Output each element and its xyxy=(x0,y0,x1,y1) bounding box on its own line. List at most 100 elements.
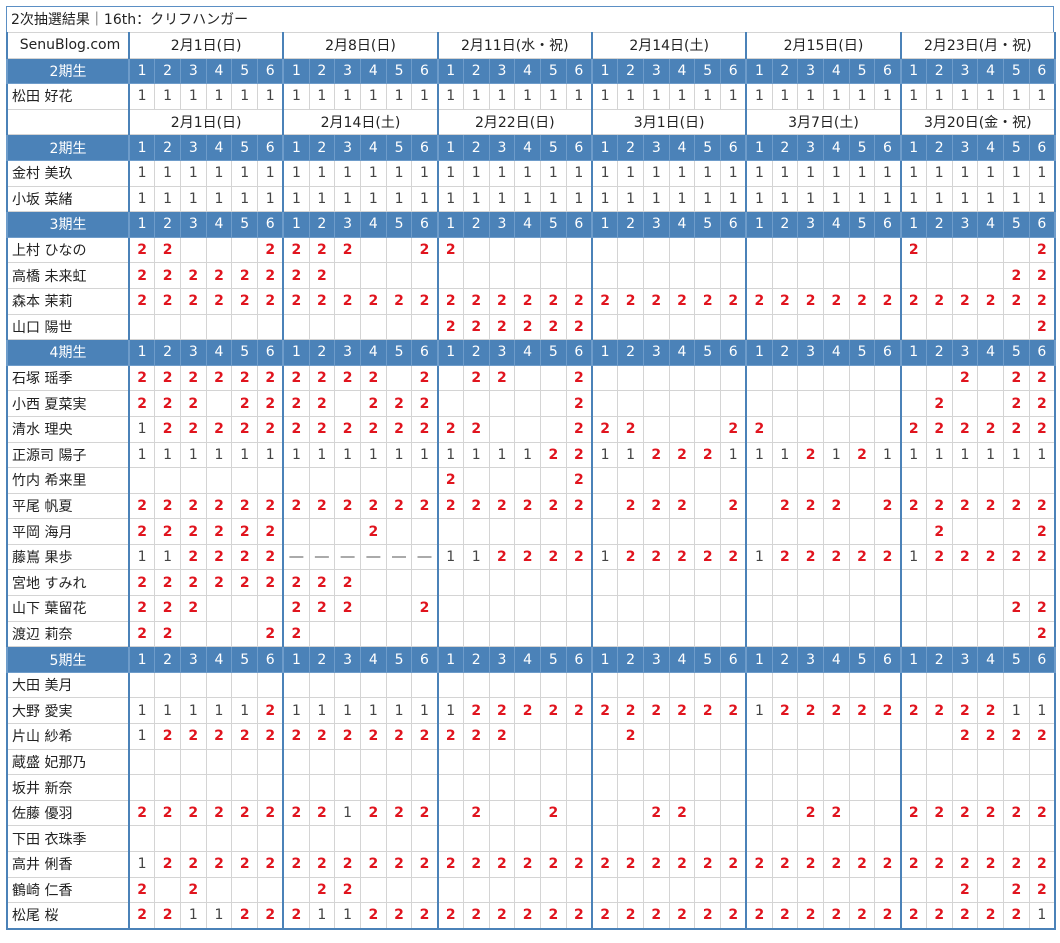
result-cell xyxy=(591,723,619,750)
result-cell xyxy=(745,723,773,750)
result-cell xyxy=(514,390,541,417)
slot-number: 5 xyxy=(848,339,876,366)
result-cell: 2 xyxy=(205,723,233,750)
result-cell: 2 xyxy=(822,287,850,315)
result-cell: 2 xyxy=(437,467,464,494)
result-cell: 2 xyxy=(1003,723,1030,750)
result-cell xyxy=(745,364,773,392)
result-cell: 1 xyxy=(514,83,541,110)
result-cell xyxy=(154,774,181,801)
slot-number: 4 xyxy=(514,339,541,366)
result-cell: 1 xyxy=(771,83,799,110)
result-cell: 2 xyxy=(179,415,207,443)
result-cell xyxy=(642,876,670,904)
slot-number: 4 xyxy=(359,339,387,366)
member-row: 平岡 海月 2 2 2 2 2 2 2 2 2 xyxy=(6,518,1056,545)
result-cell: 2 xyxy=(231,518,259,545)
slot-number: 4 xyxy=(977,646,1004,673)
result-cell: 2 xyxy=(154,415,181,443)
result-cell: 1 xyxy=(565,159,593,187)
result-cell: 2 xyxy=(642,492,670,520)
result-cell: 2 xyxy=(359,364,387,392)
result-cell: 1 xyxy=(179,185,207,213)
slot-number: 5 xyxy=(694,211,722,238)
result-cell: 2 xyxy=(514,543,541,571)
result-cell: 2 xyxy=(977,492,1004,520)
result-cell: 2 xyxy=(154,287,181,315)
result-cell: 1 xyxy=(334,697,361,725)
result-cell xyxy=(617,748,644,776)
slot-number: 1 xyxy=(282,646,310,673)
result-cell: 2 xyxy=(385,415,413,443)
result-cell: 2 xyxy=(257,390,285,417)
result-cell xyxy=(822,313,850,341)
result-cell: 1 xyxy=(977,159,1004,187)
slot-number: 2 xyxy=(308,339,336,366)
slot-number: 3 xyxy=(951,339,979,366)
result-cell: 2 xyxy=(514,902,541,930)
result-cell xyxy=(668,671,696,699)
result-cell xyxy=(308,313,336,341)
result-cell xyxy=(642,774,670,801)
slot-number: 6 xyxy=(411,211,439,238)
slot-number: 1 xyxy=(591,646,619,673)
result-cell xyxy=(900,262,927,289)
result-cell: 2 xyxy=(1028,620,1056,648)
result-cell xyxy=(694,390,722,417)
result-cell: 2 xyxy=(565,467,593,494)
result-cell: 2 xyxy=(900,902,927,930)
result-cell xyxy=(848,518,876,545)
result-cell: 1 xyxy=(385,83,413,110)
result-cell xyxy=(797,262,824,289)
result-cell: 2 xyxy=(900,697,927,725)
result-cell xyxy=(977,236,1004,264)
slot-number: 1 xyxy=(591,57,619,85)
result-cell: 1 xyxy=(874,441,902,469)
member-name: 平尾 帆夏 xyxy=(6,492,130,520)
result-cell xyxy=(642,262,670,289)
result-cell xyxy=(385,671,413,699)
member-row: 大野 愛実 1 1 1 1 1 2 1 1 1 1 1 1 1 2 2 2 2 2 2 2 2 2 2 2 1 2 2 2 2 2 2 2 2 2 1… xyxy=(6,697,1056,725)
result-cell: 1 xyxy=(1003,159,1030,187)
result-cell: 2 xyxy=(488,543,516,571)
result-cell: 1 xyxy=(359,159,387,187)
result-cell xyxy=(642,518,670,545)
result-cell: 2 xyxy=(154,799,181,827)
result-cell: 1 xyxy=(282,441,310,469)
result-cell: 2 xyxy=(282,415,310,443)
result-cell xyxy=(925,313,953,341)
result-cell xyxy=(334,748,361,776)
result-cell: 1 xyxy=(488,159,516,187)
result-cell xyxy=(282,748,310,776)
result-cell xyxy=(488,415,516,443)
result-cell xyxy=(951,595,979,622)
result-cell: 2 xyxy=(179,287,207,315)
result-cell xyxy=(591,518,619,545)
result-cell: 2 xyxy=(257,723,285,750)
result-cell xyxy=(437,671,464,699)
result-cell: 2 xyxy=(205,799,233,827)
generation-header-row: 4期生 1 2 3 4 5 6 1 2 3 4 5 6 1 2 3 4 5 6 1 2 3 4 5 6 1 2 3 4 5 6 1 2 3 4 5 6 xyxy=(6,339,1056,366)
result-cell xyxy=(874,748,902,776)
slot-number: 5 xyxy=(694,339,722,366)
result-cell: 1 xyxy=(282,185,310,213)
result-cell xyxy=(720,799,748,827)
result-cell: 2 xyxy=(231,851,259,878)
result-cell xyxy=(334,313,361,341)
slot-number: 5 xyxy=(385,134,413,161)
result-cell: 2 xyxy=(951,415,979,443)
result-cell xyxy=(565,518,593,545)
result-cell xyxy=(591,569,619,597)
result-cell xyxy=(797,518,824,545)
member-row: 高橋 未来虹 2 2 2 2 2 2 2 2 2 2 xyxy=(6,262,1056,289)
result-cell xyxy=(411,620,439,648)
result-cell xyxy=(668,748,696,776)
member-name: 鶴崎 仁香 xyxy=(6,876,130,904)
slot-number: 4 xyxy=(514,211,541,238)
result-cell: 2 xyxy=(282,492,310,520)
result-cell xyxy=(642,467,670,494)
slot-number: 3 xyxy=(488,211,516,238)
result-cell: 2 xyxy=(282,364,310,392)
result-cell xyxy=(591,390,619,417)
result-cell: 1 xyxy=(951,159,979,187)
